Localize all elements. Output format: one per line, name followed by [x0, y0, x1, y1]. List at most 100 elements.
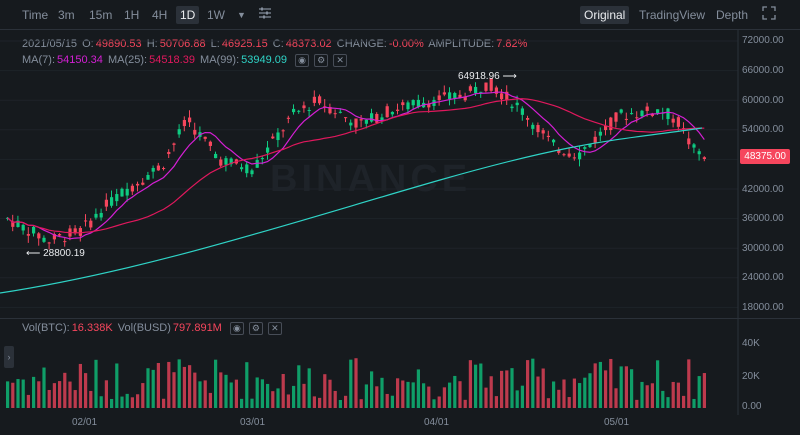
vol-close-icon[interactable]: ✕ [267, 322, 282, 335]
volume-bar [208, 392, 212, 408]
candle-body [666, 108, 670, 120]
toolbar: Time 3m 15m 1H 4H 1D 1W ▼ Original Tradi… [0, 0, 800, 30]
volume-bar [505, 370, 509, 408]
candle-body [156, 165, 160, 171]
candle-body [141, 182, 145, 185]
volume-bar [297, 365, 301, 408]
candle-body [115, 194, 119, 202]
candle-body [427, 103, 431, 108]
volume-bar [489, 376, 493, 408]
volume-bar [676, 382, 680, 408]
indicator-settings-icon[interactable] [254, 6, 276, 24]
volume-bar [266, 383, 270, 408]
candle-body [37, 233, 41, 239]
candle-body [484, 82, 488, 91]
date-tick: 05/01 [604, 417, 630, 428]
expand-panel-icon[interactable]: › [4, 346, 14, 368]
interval-1h[interactable]: 1H [124, 8, 140, 22]
view-original[interactable]: Original [580, 6, 630, 24]
candle-body [162, 168, 166, 170]
candle-body [552, 139, 556, 143]
candle-body [354, 118, 358, 128]
candle-body [396, 109, 400, 111]
volume-bar [526, 360, 530, 408]
volume-bar [479, 363, 483, 408]
interval-time[interactable]: Time [22, 8, 49, 22]
close-icon[interactable]: ✕ [333, 54, 348, 67]
candle-body [614, 112, 618, 122]
volume-bar [68, 381, 72, 408]
candle-body [292, 108, 296, 113]
candle-body [630, 113, 634, 115]
candle-body [177, 129, 181, 135]
ma25-label: MA(25): [107, 54, 148, 67]
volume-bar [635, 399, 639, 408]
interval-1w[interactable]: 1W [207, 8, 225, 22]
fullscreen-icon[interactable] [758, 6, 780, 24]
candle-body [16, 220, 20, 228]
volume-bar [193, 372, 197, 408]
volume-bar [198, 381, 202, 408]
candle-body [110, 197, 114, 206]
high-value: 50706.88 [159, 38, 206, 50]
candle-body [224, 158, 228, 165]
candle-body [401, 102, 405, 106]
volume-bar [552, 381, 556, 408]
candle-body [536, 125, 540, 133]
volume-bar [6, 381, 10, 408]
volume-bar [224, 374, 228, 408]
candle-body [338, 111, 342, 113]
eye-icon[interactable]: ◉ [295, 54, 310, 67]
candle-body [271, 136, 275, 139]
volume-bar [255, 377, 259, 408]
candle-body [437, 95, 441, 101]
candle-body [526, 118, 530, 120]
candle-body [458, 94, 462, 98]
candle-body [172, 143, 176, 145]
volume-bar [42, 367, 46, 408]
candle-body [104, 199, 108, 207]
volume-bar [99, 396, 103, 408]
interval-4h[interactable]: 4H [152, 8, 168, 22]
candle-body [567, 153, 571, 157]
volume-bar [167, 361, 171, 408]
volume-bar [26, 394, 30, 408]
candle-body [130, 185, 134, 192]
candle-body [219, 159, 223, 166]
candle-body [318, 96, 322, 104]
volume-bar [281, 373, 285, 408]
candle-body [234, 159, 238, 164]
candle-body [593, 136, 597, 143]
candle-body [604, 125, 608, 131]
candle-body [505, 91, 509, 101]
interval-15m[interactable]: 15m [89, 8, 113, 22]
volume-bar [562, 379, 566, 408]
volume-bar [177, 359, 181, 408]
volume-bar [37, 381, 41, 408]
interval-more-icon[interactable]: ▼ [237, 10, 246, 20]
volume-bar [328, 379, 332, 408]
candle-body [448, 92, 452, 100]
candle-body [99, 212, 103, 218]
volume-bar [671, 381, 675, 408]
candle-body [494, 87, 498, 94]
candle-body [21, 224, 25, 231]
volume-bar [162, 398, 166, 408]
view-tradingview[interactable]: TradingView [639, 8, 706, 22]
high-annotation: 64918.96 ⟶ [458, 71, 517, 82]
interval-3m[interactable]: 3m [58, 8, 75, 22]
vol-eye-icon[interactable]: ◉ [229, 322, 244, 335]
interval-1d[interactable]: 1D [176, 6, 200, 24]
candle-body [151, 167, 155, 172]
candle-body [364, 119, 368, 124]
vol-settings-icon[interactable]: ⚙ [248, 322, 263, 335]
candle-body [229, 158, 233, 165]
open-value: 49890.53 [95, 38, 142, 50]
candle-body [640, 110, 644, 117]
candle-body [416, 99, 420, 108]
volume-tick: 40K [742, 338, 760, 349]
view-depth[interactable]: Depth [716, 8, 749, 22]
price-tick: 54000.00 [742, 124, 784, 135]
volume-bar [572, 378, 576, 408]
settings-icon[interactable]: ⚙ [314, 54, 329, 67]
